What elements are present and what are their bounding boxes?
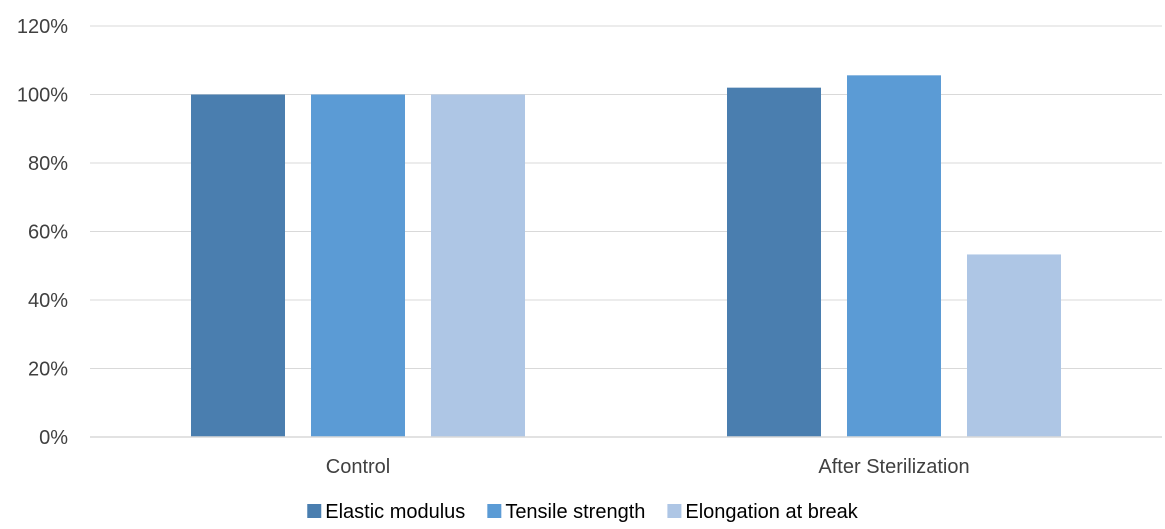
legend: Elastic modulus Tensile strength Elongatio… xyxy=(307,501,859,523)
legend-label: Tensile strength xyxy=(505,501,645,523)
legend-swatch xyxy=(667,504,682,518)
bar-tensile-strength-control xyxy=(311,94,405,437)
y-tick-label: 40% xyxy=(28,290,68,312)
x-tick-label: After Sterilization xyxy=(818,456,969,478)
bar-elongation-at-break-after-sterilization xyxy=(967,254,1061,437)
y-axis-tick-labels: 0% 20% 40% 60% 80% 100% 120% xyxy=(17,16,68,449)
bar-elongation-at-break-control xyxy=(431,94,525,437)
x-axis-tick-labels: Control After Sterilization xyxy=(326,456,970,478)
bar-elastic-modulus-after-sterilization xyxy=(727,87,821,438)
y-tick-label: 80% xyxy=(28,153,68,175)
legend-swatch xyxy=(487,504,502,518)
bars xyxy=(191,75,1061,438)
legend-item: Elongation at break xyxy=(667,501,859,523)
legend-label: Elastic modulus xyxy=(325,501,465,523)
legend-item: Tensile strength xyxy=(487,501,645,523)
x-tick-label: Control xyxy=(326,456,390,478)
legend-swatch xyxy=(307,504,322,518)
y-tick-label: 120% xyxy=(17,16,68,38)
y-tick-label: 20% xyxy=(28,359,68,381)
y-tick-label: 60% xyxy=(28,222,68,244)
bar-tensile-strength-after-sterilization xyxy=(847,75,941,437)
legend-item: Elastic modulus xyxy=(307,501,465,523)
legend-label: Elongation at break xyxy=(685,501,858,523)
y-tick-label: 0% xyxy=(39,427,68,449)
bar-elastic-modulus-control xyxy=(191,94,285,437)
y-tick-label: 100% xyxy=(17,85,68,107)
